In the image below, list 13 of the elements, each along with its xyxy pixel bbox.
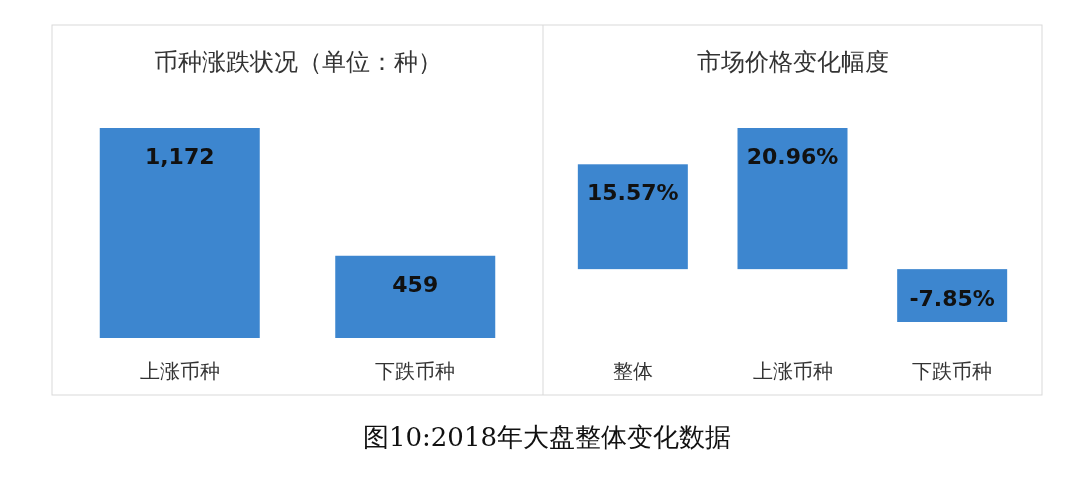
data-label: 1,172 [144,144,215,169]
data-label: 20.96% [746,144,839,169]
data-label: 459 [392,271,439,297]
x-tick-label: 下跌币种 [912,359,993,383]
data-label: -7.85% [909,286,995,312]
caption: 图10:2018年大盘整体变化数据 [362,422,732,452]
chart-title: 市场价格变化幅度 [696,48,889,76]
x-tick-label: 上涨币种 [752,359,833,383]
x-tick-label: 下跌币种 [375,359,456,383]
chart-title: 币种涨跌状况（单位：种） [153,48,442,76]
data-label: 15.57% [587,180,679,206]
x-tick-label: 上涨币种 [139,359,220,383]
x-tick-label: 整体 [612,359,653,383]
